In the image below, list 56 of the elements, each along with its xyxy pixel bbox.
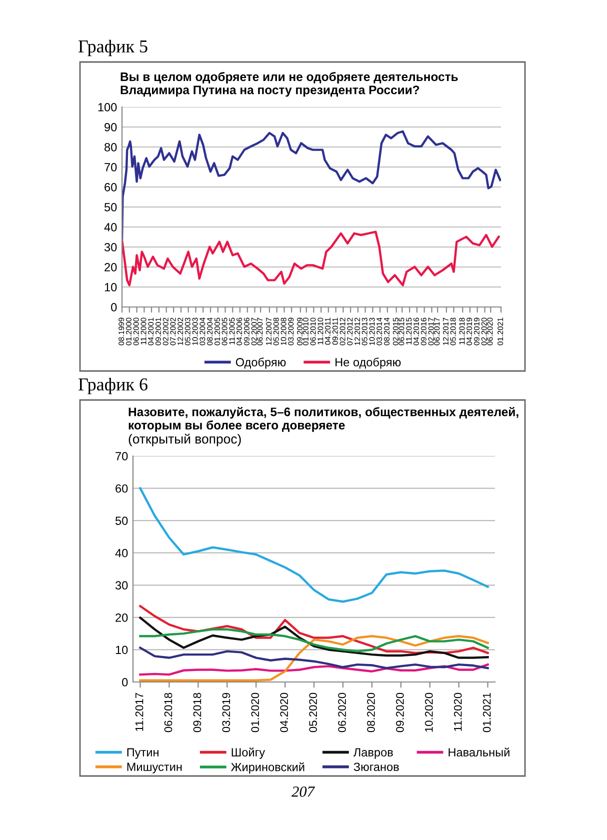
x-tick-label: 01.2021 xyxy=(482,692,491,732)
y-tick-label: 30 xyxy=(115,581,128,590)
y-tick-label: 40 xyxy=(104,223,117,232)
y-tick-label: 60 xyxy=(104,183,117,192)
x-tick-label: 05.2020 xyxy=(309,692,317,732)
x-tick-label: 03.2019 xyxy=(222,692,230,732)
y-tick-label: 10 xyxy=(104,283,117,292)
legend-label: Жириновский xyxy=(231,762,304,774)
text: 207 xyxy=(292,786,315,797)
line-series xyxy=(139,628,489,652)
legend-label: Не одобряю xyxy=(336,358,401,369)
x-tick-label: 10.2020 xyxy=(424,692,433,732)
x-tick-label: 11.2017 xyxy=(135,692,144,731)
line-series xyxy=(139,487,489,603)
y-tick-label: 100 xyxy=(98,103,117,112)
x-tick-label: 01.2020 xyxy=(251,692,260,732)
y-tick-label: 40 xyxy=(115,548,128,558)
chart-title: График 5 xyxy=(78,40,148,56)
line-series xyxy=(139,605,489,654)
y-tick-label: 10 xyxy=(116,646,128,654)
legend-label: Путин xyxy=(127,748,158,759)
line-series xyxy=(139,646,489,670)
y-tick-label: 90 xyxy=(104,123,117,132)
y-tick-label: 30 xyxy=(104,243,117,252)
line-series xyxy=(139,616,489,659)
y-tick-label: 70 xyxy=(116,452,128,460)
legend-label: Одобряю xyxy=(236,358,286,369)
y-tick-label: 70 xyxy=(104,163,117,172)
y-tick-label: 80 xyxy=(104,143,117,152)
x-tick-label: 09.2018 xyxy=(193,692,202,732)
line-series xyxy=(139,663,489,676)
y-tick-label: 0 xyxy=(122,678,128,686)
x-tick-label: 09.2020 xyxy=(396,692,404,732)
chart-subtitle: Назовите, пожалуйста, 5–6 политиков, общественных деятелей, которым вы более всего доверяете xyxy=(128,407,518,432)
y-tick-label: 20 xyxy=(116,613,128,622)
x-tick-label: 08.2020 xyxy=(367,692,375,732)
y-tick-label: 20 xyxy=(104,263,117,272)
y-tick-label: 0 xyxy=(111,303,117,312)
x-tick-label: 06.2018 xyxy=(164,692,172,732)
legend-label: Зюганов xyxy=(354,762,399,772)
line-series xyxy=(122,230,500,286)
text: (открытый вопрос) xyxy=(128,434,241,446)
x-tick-label: 06.2020 xyxy=(338,692,346,732)
legend-label: Навальный xyxy=(448,748,510,757)
legend-label: Шойгу xyxy=(232,748,266,759)
line-series xyxy=(122,130,501,240)
legend-label: Мишустин xyxy=(127,762,182,774)
y-tick-label: 50 xyxy=(104,203,117,212)
line-series xyxy=(139,635,489,682)
x-tick-label: 11.2020 xyxy=(454,692,462,731)
chart-subtitle: Вы в целом одобряете или не одобряете деятельность Владимира Путина на посту президента России? xyxy=(120,72,458,97)
chart-title: График 6 xyxy=(78,378,148,394)
x-tick-label: 04.2020 xyxy=(280,692,288,732)
y-tick-label: 50 xyxy=(115,516,128,525)
y-tick-label: 60 xyxy=(116,484,128,493)
legend-label: Лавров xyxy=(353,748,393,759)
